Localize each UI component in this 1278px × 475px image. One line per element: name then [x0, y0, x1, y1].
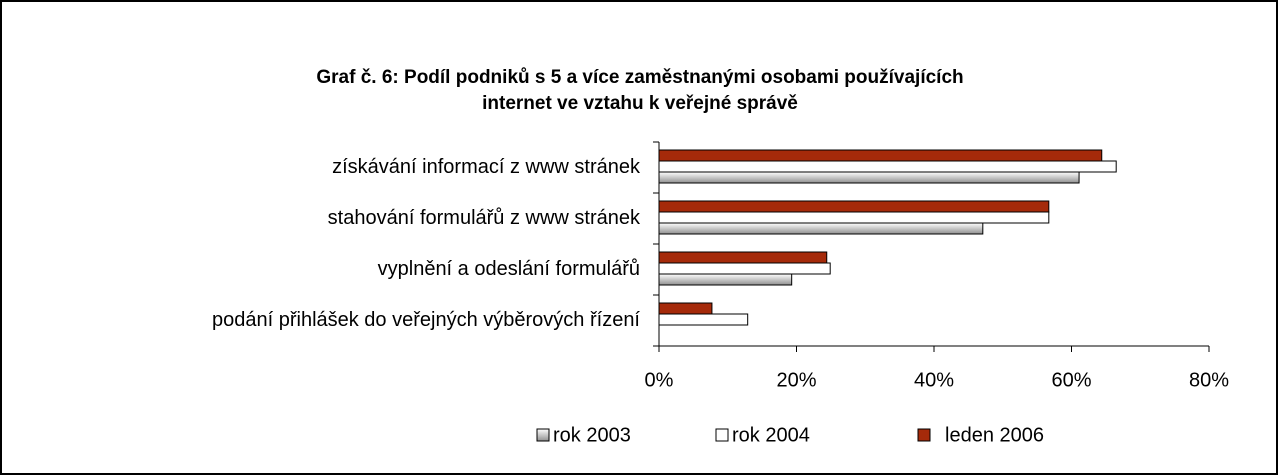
bar: [658, 251, 828, 264]
bar: [658, 200, 1050, 213]
bar: [658, 302, 713, 315]
x-tick-label: 0%: [645, 369, 674, 391]
category-label: stahování formulářů z www stránek: [328, 207, 641, 229]
legend-label: rok 2003: [553, 424, 631, 446]
x-tick-label: 80%: [1189, 369, 1229, 391]
legend-swatch: [715, 428, 729, 442]
category-label: získávání informací z www stránek: [332, 156, 641, 178]
legend-label: leden 2006: [945, 424, 1044, 446]
chart-title: Graf č. 6: Podíl podniků s 5 a více zamě…: [316, 67, 963, 88]
category-label: vyplnění a odeslání formulářů: [378, 258, 640, 280]
bar: [658, 171, 1080, 184]
bar: [658, 211, 1050, 224]
x-tick-label: 20%: [776, 369, 816, 391]
bar: [658, 222, 984, 235]
x-tick-label: 60%: [1051, 369, 1091, 391]
legend-swatch: [536, 428, 550, 442]
bar: [658, 262, 831, 275]
bar: [658, 313, 749, 326]
legend-swatch: [917, 428, 931, 442]
legend-label: rok 2004: [732, 424, 810, 446]
x-tick-label: 40%: [914, 369, 954, 391]
chart-title: internet ve vztahu k veřejné správě: [482, 93, 798, 114]
bar: [658, 149, 1103, 162]
bar: [658, 160, 1117, 173]
category-label: podání přihlášek do veřejných výběrových…: [212, 309, 640, 331]
bar: [658, 273, 793, 286]
